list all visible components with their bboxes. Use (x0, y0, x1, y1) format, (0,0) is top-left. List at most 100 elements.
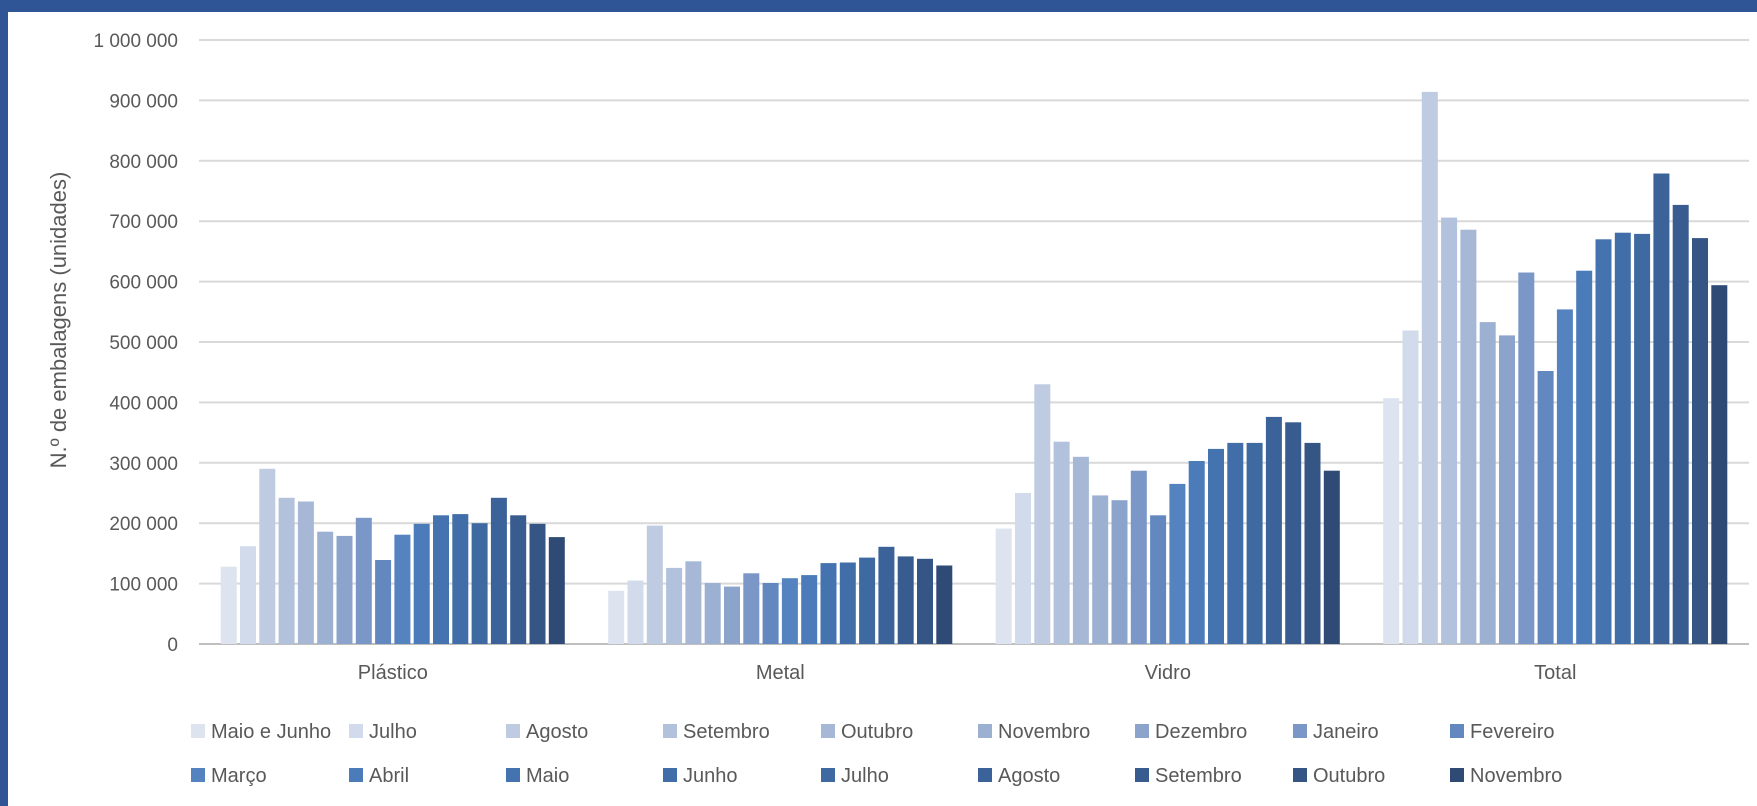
bar (1188, 461, 1205, 644)
bar (627, 580, 644, 644)
bar (1208, 448, 1224, 644)
bar (859, 557, 876, 644)
gridlines (199, 39, 1749, 645)
bar (529, 523, 546, 644)
legend-swatch (663, 768, 677, 782)
legend-swatch (506, 768, 520, 782)
bar (1130, 470, 1147, 644)
legend-swatch (1450, 768, 1464, 782)
bar (704, 583, 721, 644)
bar (801, 575, 818, 644)
legend-label: Julho (369, 721, 417, 743)
bar (1111, 500, 1128, 644)
y-tick-label: 600 000 (109, 273, 178, 294)
bar (1323, 470, 1340, 644)
bar (685, 561, 702, 644)
bar (1460, 229, 1477, 644)
legend-swatch (506, 724, 520, 738)
x-category-label: Metal (756, 662, 805, 684)
x-axis-categories: Plástico Metal Vidro Total (358, 662, 1577, 684)
legend-label: Março (211, 765, 267, 787)
bar (1265, 416, 1282, 644)
bar (317, 531, 334, 644)
x-category-label: Vidro (1145, 662, 1191, 684)
bar (1169, 483, 1186, 644)
bar (452, 514, 469, 644)
legend-swatch (1135, 724, 1149, 738)
bar (1556, 309, 1573, 644)
legend-label: Agosto (998, 765, 1060, 787)
x-category-label: Plástico (358, 662, 428, 684)
legend-swatch (191, 768, 205, 782)
bar (1053, 441, 1070, 644)
legend-label: Dezembro (1155, 721, 1247, 743)
legend-label: Julho (841, 765, 889, 787)
bar (490, 497, 507, 644)
bar (666, 567, 683, 644)
y-tick-label: 500 000 (109, 333, 178, 354)
legend-label: Maio (526, 765, 569, 787)
legend-swatch (1450, 724, 1464, 738)
bar (548, 537, 565, 644)
bar (781, 578, 798, 644)
bar (1653, 173, 1670, 644)
legend-swatch (663, 724, 677, 738)
bar (297, 501, 314, 644)
chart-panel: 0 100 000 200 000 300 000 400 000 500 000 600 … (8, 12, 1757, 806)
bar (724, 586, 740, 644)
legend-label: Setembro (1155, 765, 1242, 787)
legend-label: Maio e Junho (211, 721, 331, 743)
bar (762, 583, 779, 644)
y-tick-label: 800 000 (109, 152, 178, 173)
bar (471, 523, 488, 644)
bar (820, 563, 837, 644)
bar (355, 517, 372, 644)
bar (1421, 91, 1438, 644)
legend-label: Novembro (1470, 765, 1562, 787)
y-tick-label: 0 (167, 635, 178, 656)
bars (220, 91, 1728, 645)
bar (878, 546, 895, 644)
legend-swatch (1293, 724, 1307, 738)
bar (743, 573, 760, 644)
bar (608, 590, 625, 644)
legend-label: Novembro (998, 721, 1090, 743)
legend-swatch (349, 768, 363, 782)
bar (1246, 442, 1263, 644)
bar (839, 562, 856, 644)
y-tick-label: 400 000 (109, 393, 178, 414)
legend-label: Outubro (1313, 765, 1385, 787)
bar (1092, 495, 1109, 644)
bar (259, 468, 276, 644)
bar (1711, 285, 1728, 644)
legend-swatch (821, 724, 835, 738)
legend-label: Fevereiro (1470, 721, 1554, 743)
bar (1072, 456, 1089, 644)
bar (1634, 233, 1651, 644)
legend-label: Agosto (526, 721, 588, 743)
bar (1285, 422, 1302, 644)
bar (1595, 239, 1612, 645)
legend-swatch (191, 724, 205, 738)
bar (375, 560, 392, 644)
bar (510, 515, 527, 644)
bar (1614, 232, 1631, 644)
bar (1015, 493, 1031, 644)
legend-swatch (978, 724, 992, 738)
y-tick-label: 900 000 (109, 91, 178, 112)
bar (336, 535, 353, 644)
bar (1383, 398, 1400, 644)
x-category-label: Total (1534, 662, 1576, 684)
y-tick-label: 300 000 (109, 454, 178, 475)
y-tick-label: 200 000 (109, 514, 178, 535)
bar (278, 497, 295, 644)
legend-swatch (1293, 768, 1307, 782)
bar (1150, 515, 1167, 644)
bar (1034, 384, 1051, 644)
y-tick-label: 100 000 (109, 575, 178, 596)
legend-swatch (821, 768, 835, 782)
y-axis-ticks: 0 100 000 200 000 300 000 400 000 500 000 600 … (93, 31, 178, 656)
legend-label: Abril (369, 765, 409, 787)
legend-label: Janeiro (1313, 721, 1379, 743)
bar (1537, 371, 1554, 644)
